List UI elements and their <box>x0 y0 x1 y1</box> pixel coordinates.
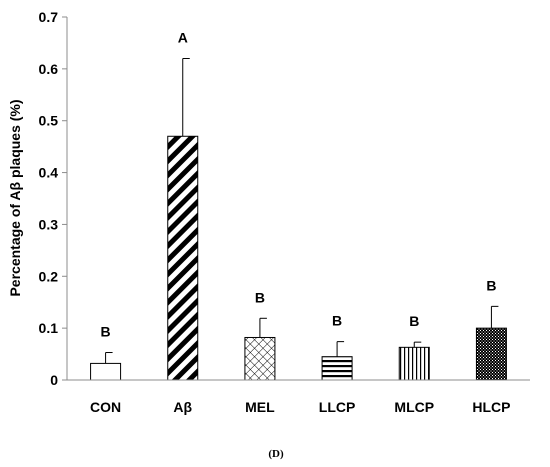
x-tick-label: MLCP <box>394 399 434 415</box>
y-tick-label: 0.7 <box>39 9 59 25</box>
y-tick-label: 0.5 <box>39 113 59 129</box>
bar-a <box>167 135 199 381</box>
significance-label: B <box>101 324 111 340</box>
bar-con <box>90 362 122 381</box>
x-tick-label: CON <box>90 399 121 415</box>
x-tick-label: LLCP <box>319 399 356 415</box>
y-axis-title: Percentage of Aβ plaques (%) <box>7 99 23 296</box>
x-tick-label: HLCP <box>472 399 510 415</box>
bar-mel <box>244 336 276 381</box>
significance-label: B <box>255 289 265 305</box>
bar-hlcp <box>475 327 507 381</box>
x-tick-label: MEL <box>245 399 275 415</box>
significance-label: B <box>409 313 419 329</box>
significance-label: B <box>486 277 496 293</box>
bars-group: B CON A Aβ B MEL B LLCP B MLCP B HLCP <box>90 29 510 415</box>
significance-label: A <box>178 29 188 45</box>
y-tick-label: 0.4 <box>39 165 59 181</box>
y-axis-ticks: 0 0.1 0.2 0.3 0.4 0.5 0.6 0.7 <box>39 9 67 388</box>
y-tick-label: 0.3 <box>39 216 59 232</box>
y-tick-label: 0.1 <box>39 320 59 336</box>
x-tick-label: Aβ <box>173 399 192 415</box>
y-tick-label: 0.6 <box>39 61 59 77</box>
y-tick-label: 0.2 <box>39 268 59 284</box>
panel-label: (D) <box>268 448 284 460</box>
bar-llcp <box>321 356 353 381</box>
significance-label: B <box>332 313 342 329</box>
y-tick-label: 0 <box>50 372 58 388</box>
bar-mlcp <box>398 346 430 381</box>
